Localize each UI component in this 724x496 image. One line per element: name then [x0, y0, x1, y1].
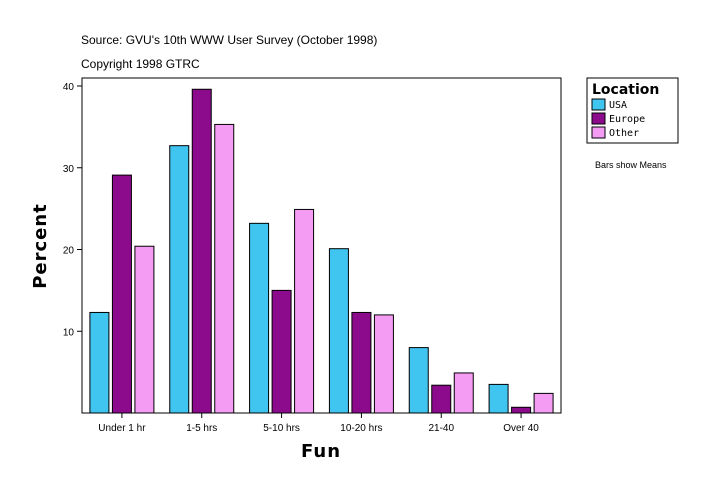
legend-swatch-other	[591, 126, 606, 139]
bar-other-0	[134, 245, 155, 414]
x-axis-ticks: Under 1 hr 1-5 hrs 5-10 hrs 10-20 hrs 21-40 O…	[98, 413, 539, 434]
legend-swatch-usa	[591, 98, 606, 111]
legend-title: Location	[592, 82, 659, 98]
bar-other-5	[533, 392, 554, 414]
bars-note: Bars show Means	[595, 160, 667, 170]
legend-label-europe: Europe	[609, 114, 645, 125]
legend-label-other: Other	[609, 128, 639, 139]
legend: Location USA Europe Other	[586, 77, 679, 144]
legend-items: USA Europe Other	[591, 98, 645, 139]
x-tick-label: 21-40	[428, 423, 454, 434]
bar-usa-4	[408, 347, 429, 414]
bar-usa-5	[488, 383, 509, 414]
x-tick-label: Under 1 hr	[98, 423, 146, 434]
bar-other-3	[373, 314, 394, 414]
bar-europe-4	[431, 384, 452, 414]
bar-usa-2	[249, 222, 270, 414]
x-tick-label: Over 40	[503, 423, 539, 434]
x-tick-label: 1-5 hrs	[186, 423, 217, 434]
x-tick-label: 5-10 hrs	[263, 423, 300, 434]
y-tick-label: 20	[63, 246, 75, 257]
x-axis-title: Fun	[301, 441, 341, 462]
x-tick-label: 10-20 hrs	[340, 423, 382, 434]
source-text: Source: GVU's 10th WWW User Survey (Octo…	[81, 33, 377, 47]
copyright-text: Copyright 1998 GTRC	[81, 57, 200, 71]
legend-label-usa: USA	[609, 100, 627, 111]
y-tick-label: 40	[63, 82, 75, 93]
bar-other-2	[294, 208, 315, 414]
bar-other-4	[453, 372, 474, 414]
bar-europe-2	[271, 289, 292, 414]
bar-europe-1	[191, 88, 212, 414]
bar-europe-5	[511, 406, 532, 414]
bar-europe-0	[111, 174, 132, 414]
bar-usa-3	[328, 248, 349, 414]
y-axis-ticks: 10 20 30 40	[63, 82, 82, 338]
bar-usa-1	[169, 145, 190, 414]
bars-group	[89, 88, 554, 414]
y-tick-label: 10	[63, 327, 75, 338]
bar-usa-0	[89, 311, 110, 414]
plot-frame	[81, 77, 562, 414]
y-axis-title: Percent	[30, 203, 51, 289]
y-tick-label: 30	[63, 164, 75, 175]
bar-other-1	[214, 123, 235, 414]
legend-swatch-europe	[591, 112, 606, 125]
bar-europe-3	[351, 311, 372, 414]
